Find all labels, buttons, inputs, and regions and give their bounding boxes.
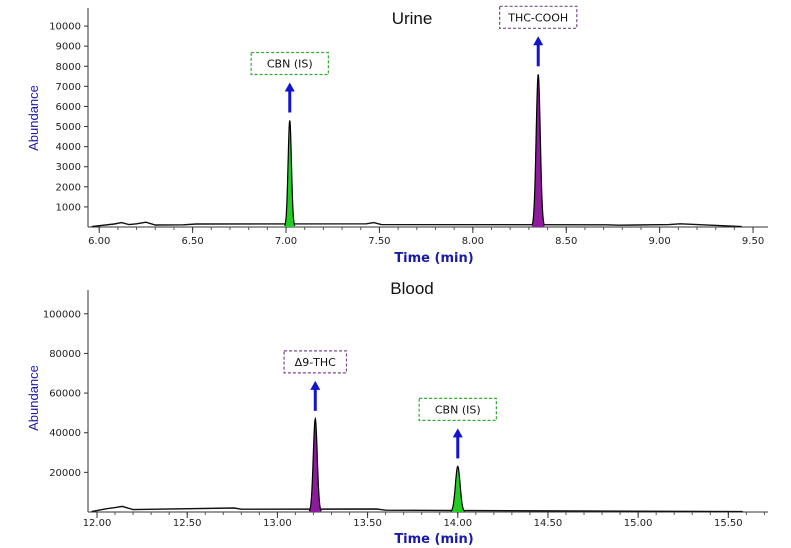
peak-label: CBN (IS) xyxy=(435,403,481,416)
y-tick-label: 80000 xyxy=(49,349,81,360)
peak-outline xyxy=(531,74,545,226)
x-tick-label: 9.50 xyxy=(742,236,764,247)
x-tick-label: 12.50 xyxy=(173,518,202,529)
y-tick-label: 100000 xyxy=(43,309,81,320)
peak-outline xyxy=(284,120,296,227)
x-tick-label: 15.50 xyxy=(714,518,743,529)
y-tick-label: 10000 xyxy=(49,22,81,33)
x-tick-label: 7.00 xyxy=(275,236,297,247)
blood-chromatogram-panel: 12.00 12.50 13.00 13.50 14.00 14.50 15.00 15.50… xyxy=(26,279,768,547)
x-tick-label: 8.50 xyxy=(555,236,577,247)
y-tick-label: 4000 xyxy=(56,142,81,153)
peak-label: Δ9-THC xyxy=(295,356,336,369)
x-tick-label: 13.50 xyxy=(353,518,382,529)
y-tick-label: 9000 xyxy=(56,42,81,53)
y-tick-label: 5000 xyxy=(56,122,81,133)
peak-label: THC-COOH xyxy=(507,11,568,24)
y-axis-title: Abundance xyxy=(26,365,41,431)
y-tick-label: 3000 xyxy=(56,162,81,173)
y-tick-label: 40000 xyxy=(49,428,81,439)
peak-arrow-head xyxy=(310,380,321,390)
peak-outline xyxy=(308,416,322,512)
y-axis-title: Abundance xyxy=(26,85,41,151)
peak-outline xyxy=(450,465,466,512)
x-tick-label: 6.50 xyxy=(181,236,203,247)
x-tick-label: 9.00 xyxy=(649,236,671,247)
x-tick-label: 7.50 xyxy=(368,236,390,247)
baseline-trace xyxy=(91,221,742,228)
y-tick-label: 2000 xyxy=(56,182,81,193)
x-axis-title: Time (min) xyxy=(394,251,473,266)
x-tick-label: 8.00 xyxy=(462,236,484,247)
x-tick-label: 12.00 xyxy=(83,518,112,529)
y-tick-label: 7000 xyxy=(56,82,81,93)
y-tick-label: 20000 xyxy=(49,468,81,479)
panel-title: Urine xyxy=(392,9,433,28)
peak-label-box xyxy=(499,5,578,29)
peak-arrow-head xyxy=(452,428,463,438)
peak-label: CBN (IS) xyxy=(267,58,313,71)
peak-label-box xyxy=(283,350,348,374)
x-tick-label: 14.50 xyxy=(534,518,563,529)
y-tick-label: 6000 xyxy=(56,102,81,113)
y-tick-label: 8000 xyxy=(56,62,81,73)
peak-arrow-head xyxy=(533,36,544,46)
x-tick-label: 13.00 xyxy=(263,518,292,529)
peak-arrow-head xyxy=(284,82,295,92)
x-tick-label: 6.00 xyxy=(88,236,110,247)
panel-title: Blood xyxy=(390,279,433,298)
x-tick-label: 14.00 xyxy=(443,518,472,529)
peak-label-box xyxy=(418,397,497,422)
peak-label-box xyxy=(250,51,329,76)
baseline-trace xyxy=(91,505,743,513)
x-axis-title: Time (min) xyxy=(394,532,473,547)
y-tick-label: 60000 xyxy=(49,389,81,400)
urine-chromatogram-panel: 6.00 6.50 7.00 7.50 8.00 8.50 9.00 9.50 1000 2000… xyxy=(26,5,768,266)
y-tick-label: 1000 xyxy=(56,202,81,213)
x-tick-label: 15.00 xyxy=(624,518,653,529)
